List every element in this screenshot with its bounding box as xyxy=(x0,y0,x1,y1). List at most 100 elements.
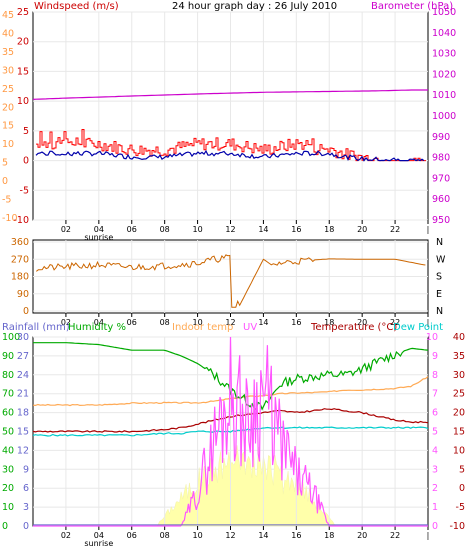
rain-tick-label: 18 xyxy=(17,408,29,419)
uv-tick-label: 5 xyxy=(432,427,438,438)
x-tick-label: | xyxy=(427,225,430,234)
rain-tick-label: 6 xyxy=(23,483,29,494)
temp-tick-label: 10 xyxy=(453,445,465,456)
uv-label: UV xyxy=(243,322,257,333)
uv-tick-label: 10 xyxy=(426,332,438,343)
x-tick-label: 22 xyxy=(390,531,400,540)
humidity-label: Humidity % xyxy=(68,322,126,333)
uv-tick-label: 0 xyxy=(432,521,438,532)
rain-tick-label: 9 xyxy=(23,464,29,475)
panel-wind-baro: 454035302520151050-5-102520151050-5-1010… xyxy=(2,7,456,242)
x-tick-label: 04 xyxy=(94,531,104,540)
x-tick-label: 20 xyxy=(357,225,367,234)
baro-tick-label: 1030 xyxy=(432,49,456,60)
rain-tick-label: 12 xyxy=(17,445,29,456)
x-tick-label: 08 xyxy=(160,318,170,327)
x-tick-label: 06 xyxy=(127,318,137,327)
uv-tick-label: 6 xyxy=(432,408,438,419)
rain-tick-label: 21 xyxy=(17,389,29,400)
wind-outer-tick-label: 15 xyxy=(2,121,14,132)
x-tick-label: 04 xyxy=(94,318,104,327)
temp-tick-label: -10 xyxy=(449,521,465,532)
compass-label: S xyxy=(436,272,442,283)
baro-tick-label: 950 xyxy=(432,215,450,226)
baro-tick-label: 990 xyxy=(432,132,450,143)
humidity-tick-label: 50 xyxy=(2,427,14,438)
x-tick-label: 18 xyxy=(324,318,334,327)
x-tick-label: 22 xyxy=(390,318,400,327)
temp-tick-label: 5 xyxy=(459,464,465,475)
x-tick-label: | xyxy=(427,531,430,540)
humidity-tick-label: 40 xyxy=(2,445,14,456)
baro-tick-label: 1050 xyxy=(432,7,456,18)
windspeed-label: Windspeed (m/s) xyxy=(34,1,119,12)
humidity-tick-label: 100 xyxy=(2,332,20,343)
x-tick-label: 02 xyxy=(61,531,71,540)
indoor-temp-line xyxy=(32,376,429,407)
x-tick-label: 16 xyxy=(291,225,301,234)
baro-tick-label: 1040 xyxy=(432,28,456,39)
wind-tick-label: 20 xyxy=(17,37,29,48)
winddir-tick-label: 270 xyxy=(11,254,29,265)
uv-tick-label: 4 xyxy=(432,445,438,456)
chart-title: 24 hour graph day : 26 July 2010 xyxy=(172,1,337,12)
wind-tick-label: 0 xyxy=(23,156,29,167)
x-tick-label: 02 xyxy=(61,225,71,234)
rain-tick-label: 24 xyxy=(17,370,29,381)
wind-outer-tick-label: 40 xyxy=(2,28,14,39)
wind-outer-tick-label: 35 xyxy=(2,47,14,58)
x-tick-label: 10 xyxy=(192,225,202,234)
x-tick-label: 08 xyxy=(160,531,170,540)
wind-outer-tick-label: 20 xyxy=(2,102,14,113)
solar-radiation-area xyxy=(155,445,337,527)
uv-tick-label: 9 xyxy=(432,351,438,362)
wind-outer-tick-label: 10 xyxy=(2,139,14,150)
compass-label: N xyxy=(436,237,443,248)
temp-tick-label: 20 xyxy=(453,408,465,419)
sunrise-label: sunrise xyxy=(84,539,113,548)
baro-tick-label: 1000 xyxy=(432,111,456,122)
humidity-line xyxy=(33,342,429,411)
rain-tick-label: 27 xyxy=(17,351,29,362)
wind-tick-label: 25 xyxy=(17,7,29,18)
rain-tick-label: 15 xyxy=(17,427,29,438)
x-tick-label: 16 xyxy=(291,531,301,540)
rain-tick-label: 3 xyxy=(23,502,29,513)
winddir-tick-label: 90 xyxy=(17,289,29,300)
uv-tick-label: 3 xyxy=(432,464,438,475)
wind-outer-tick-label: 30 xyxy=(2,65,14,76)
x-tick-label: 12 xyxy=(225,225,235,234)
wind-outer-tick-label: 5 xyxy=(2,158,8,169)
x-tick-label: 20 xyxy=(357,531,367,540)
baro-tick-label: 1020 xyxy=(432,69,456,80)
wind-outer-tick-label: 25 xyxy=(2,84,14,95)
x-tick-label: 14 xyxy=(258,225,268,234)
wind-tick-label: -10 xyxy=(13,215,29,226)
uv-line xyxy=(33,336,428,527)
x-tick-label: 08 xyxy=(160,225,170,234)
dew-point-label: Dew Point xyxy=(393,322,443,333)
humidity-tick-label: 20 xyxy=(2,483,14,494)
humidity-tick-label: 60 xyxy=(2,408,14,419)
temp-tick-label: 35 xyxy=(453,351,465,362)
uv-tick-label: 7 xyxy=(432,389,438,400)
x-tick-label: 02 xyxy=(61,318,71,327)
x-tick-label: 18 xyxy=(324,225,334,234)
x-tick-label: 20 xyxy=(357,318,367,327)
dew-point-line xyxy=(32,426,429,437)
temp-tick-label: -5 xyxy=(456,502,465,513)
indoor-temp-label: Indoor temp xyxy=(172,322,233,333)
baro-tick-label: 970 xyxy=(432,173,450,184)
humidity-tick-label: 10 xyxy=(2,502,14,513)
humidity-tick-label: 30 xyxy=(2,464,14,475)
compass-label: W xyxy=(436,254,446,265)
baro-tick-label: 1010 xyxy=(432,90,456,101)
winddir-tick-label: 180 xyxy=(11,272,29,283)
barometer-label: Barometer (hPa) xyxy=(371,1,453,12)
x-tick-label: 16 xyxy=(291,318,301,327)
wind-outer-tick-label: 0 xyxy=(2,176,8,187)
x-tick-label: 10 xyxy=(192,318,202,327)
humidity-tick-label: 70 xyxy=(2,389,14,400)
barometer-line xyxy=(32,89,428,100)
x-tick-label: 04 xyxy=(94,225,104,234)
